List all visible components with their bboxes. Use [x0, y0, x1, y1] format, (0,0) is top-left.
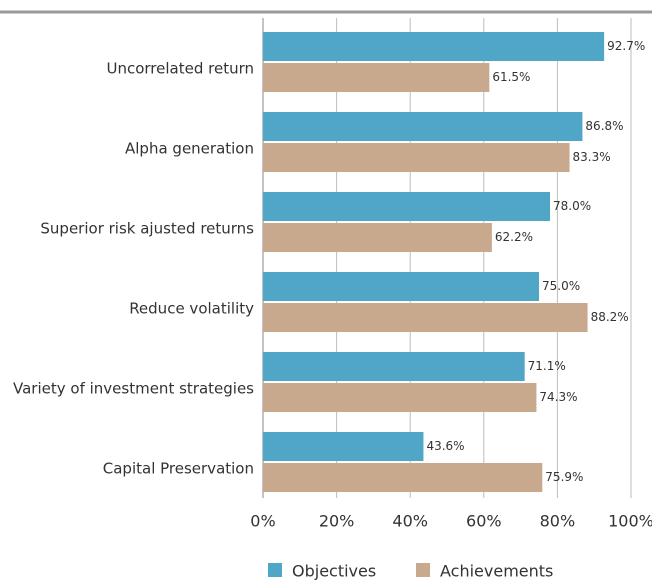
x-tick-label: 60%	[466, 512, 502, 531]
value-label: 61.5%	[492, 70, 530, 84]
x-tick-label: 0%	[250, 512, 275, 531]
value-label: 83.3%	[573, 150, 611, 164]
bar	[263, 192, 551, 221]
x-tick-label: 80%	[540, 512, 576, 531]
y-tick-label: Uncorrelated return	[106, 60, 254, 78]
bar	[263, 352, 525, 381]
value-label: 43.6%	[426, 439, 464, 453]
legend-label: Achievements	[440, 562, 553, 581]
y-tick-label: Superior risk ajusted returns	[40, 220, 254, 238]
bar	[263, 463, 543, 492]
value-label: 78.0%	[553, 199, 591, 213]
bar	[263, 32, 605, 61]
bar	[263, 303, 588, 332]
y-tick-label: Capital Preservation	[103, 460, 254, 478]
bar	[263, 272, 539, 301]
value-label: 86.8%	[585, 119, 623, 133]
value-label: 71.1%	[528, 359, 566, 373]
bar	[263, 143, 570, 172]
value-label: 74.3%	[539, 390, 577, 404]
x-tick-label: 20%	[319, 512, 355, 531]
bar	[263, 383, 537, 412]
legend-label: Objectives	[292, 562, 376, 581]
y-tick-label: Reduce volatility	[129, 300, 254, 318]
value-label: 75.9%	[545, 470, 583, 484]
y-tick-label: Alpha generation	[125, 140, 254, 158]
value-label: 88.2%	[591, 310, 629, 324]
x-tick-label: 100%	[608, 512, 652, 531]
value-label: 75.0%	[542, 279, 580, 293]
bar	[263, 112, 583, 141]
legend-swatch	[268, 563, 282, 577]
value-label: 62.2%	[495, 230, 533, 244]
x-tick-label: 40%	[392, 512, 428, 531]
bar	[263, 432, 424, 461]
legend-swatch	[416, 563, 430, 577]
bar	[263, 223, 492, 252]
bar	[263, 63, 490, 92]
value-label: 92.7%	[607, 39, 645, 53]
y-tick-label: Variety of investment strategies	[13, 380, 254, 398]
